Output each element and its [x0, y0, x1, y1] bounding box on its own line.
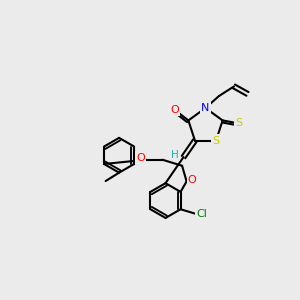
Text: Cl: Cl: [196, 209, 207, 219]
Text: S: S: [236, 118, 243, 128]
Text: O: O: [188, 175, 196, 185]
Text: H: H: [171, 150, 179, 160]
Text: N: N: [201, 103, 210, 113]
Text: S: S: [212, 136, 220, 146]
Text: O: O: [136, 153, 145, 163]
Text: O: O: [170, 105, 179, 115]
